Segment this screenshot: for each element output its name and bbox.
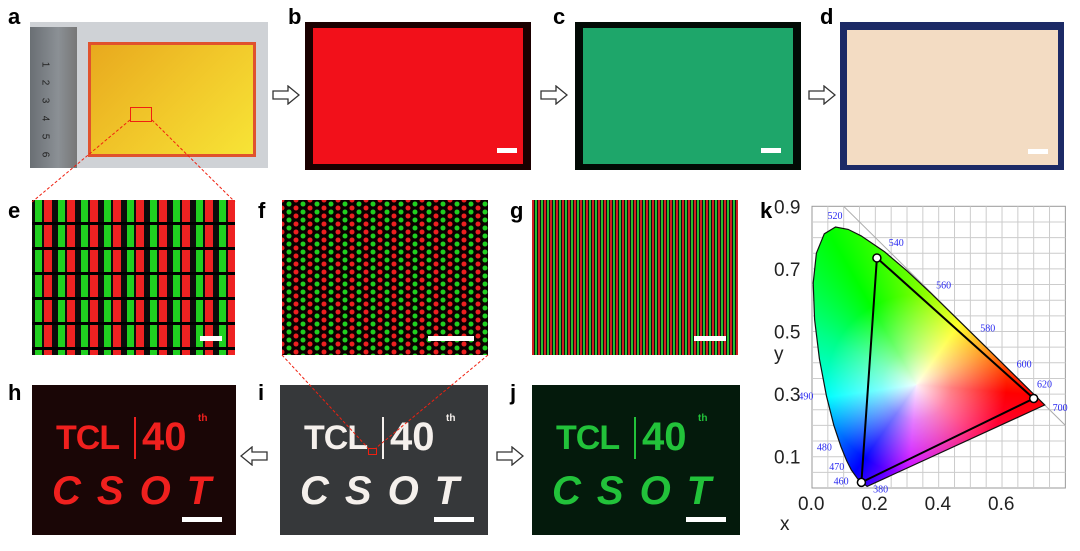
gamut-vertex: [1028, 393, 1039, 404]
cie-chromaticity-diagram: x y 380 460 470 480 490 520 540 560 580 600 620 700…: [774, 197, 1068, 535]
gamut-triangle: [860, 255, 1036, 485]
panel-d-white-display: [840, 22, 1064, 170]
connector-line: [375, 354, 489, 449]
zoom-region-box: [368, 448, 377, 455]
wavelength-label: 580: [980, 324, 995, 335]
display-panel: [88, 42, 256, 157]
x-tick-label: 0.6: [988, 494, 1014, 515]
panel-c-green-display: [575, 22, 801, 170]
panel-label-c: c: [553, 4, 566, 29]
panel-b-red-display: [305, 22, 531, 170]
logo-superscript: th: [698, 413, 708, 424]
wavelength-label: 700: [1053, 403, 1068, 414]
logo-superscript: th: [446, 413, 456, 424]
y-tick-label: 0.1: [774, 448, 800, 469]
ruler: 1 2 3 4 5 6 7: [30, 27, 77, 168]
logo-sub: CSOT: [52, 469, 228, 513]
logo-anniversary: 40: [642, 415, 687, 459]
panel-label-f: f: [258, 198, 266, 223]
scale-bar: [434, 517, 474, 522]
scale-bar: [761, 148, 781, 153]
y-tick-label: 0.9: [774, 197, 800, 218]
logo-anniversary: 40: [142, 415, 187, 459]
panel-g-micrograph: [532, 200, 738, 355]
wavelength-label: 460: [834, 477, 849, 488]
wavelength-label: 470: [829, 462, 844, 473]
hollow-arrow-right-icon: [272, 85, 300, 105]
hollow-arrow-right-icon: [496, 446, 524, 466]
logo-brand: TCL: [56, 419, 120, 457]
panel-j-green-logo: TCL 40 th CSOT: [532, 385, 740, 535]
panel-label-b: b: [288, 4, 302, 29]
scale-bar: [686, 517, 726, 522]
connector-line: [31, 119, 131, 203]
x-tick-label: 0.4: [925, 494, 952, 515]
panel-label-a: a: [8, 4, 21, 29]
scale-bar: [182, 517, 222, 522]
panel-a-photo: 1 2 3 4 5 6 7: [30, 22, 268, 168]
wavelength-label: 540: [889, 238, 904, 249]
y-axis-label: y: [774, 344, 784, 365]
connector-line: [281, 354, 369, 449]
scale-bar: [694, 336, 726, 341]
panel-label-e: e: [8, 198, 21, 223]
panel-label-d: d: [820, 4, 834, 29]
y-tick-label: 0.7: [774, 260, 800, 281]
scale-bar: [428, 336, 474, 341]
scale-bar: [497, 148, 517, 153]
panel-e-micrograph: [32, 200, 235, 355]
panel-f-micrograph: [282, 200, 488, 355]
scale-bar: [1028, 149, 1048, 154]
x-axis-label: x: [780, 514, 790, 535]
wavelength-label: 480: [817, 442, 832, 453]
scale-bar: [200, 336, 222, 341]
wavelength-label: 620: [1037, 380, 1052, 391]
x-tick-label: 0.2: [861, 494, 887, 515]
hollow-arrow-right-icon: [808, 85, 836, 105]
wavelength-label: 520: [828, 211, 843, 222]
panel-label-k: k: [760, 198, 773, 223]
logo-superscript: th: [198, 413, 208, 424]
gamut-vertex: [856, 477, 867, 488]
connector-line: [151, 119, 236, 203]
logo-sub: CSOT: [300, 469, 476, 513]
panel-i-white-logo: TCL 40 th CSOT: [280, 385, 488, 535]
zoom-region-box: [130, 107, 152, 122]
wavelength-label: 490: [798, 392, 813, 403]
panel-label-g: g: [510, 198, 524, 223]
hollow-arrow-left-icon: [240, 446, 268, 466]
wavelength-label: 380: [873, 484, 888, 495]
x-tick-label: 0.0: [798, 494, 824, 515]
logo-brand: TCL: [556, 419, 620, 457]
logo-sub: CSOT: [552, 469, 728, 513]
logo-anniversary: 40: [390, 415, 435, 459]
hollow-arrow-right-icon: [540, 85, 568, 105]
y-tick-label: 0.3: [774, 385, 800, 406]
panel-h-red-logo: TCL 40 th CSOT: [32, 385, 236, 535]
spectral-locus: [812, 226, 1046, 488]
panel-label-h: h: [8, 380, 22, 405]
wavelength-label: 600: [1017, 359, 1032, 370]
panel-label-i: i: [258, 380, 265, 405]
logo-brand: TCL: [304, 419, 368, 457]
wavelength-label: 560: [936, 281, 951, 292]
panel-label-j: j: [510, 380, 517, 405]
gamut-vertex: [872, 253, 882, 263]
y-tick-label: 0.5: [774, 323, 800, 344]
